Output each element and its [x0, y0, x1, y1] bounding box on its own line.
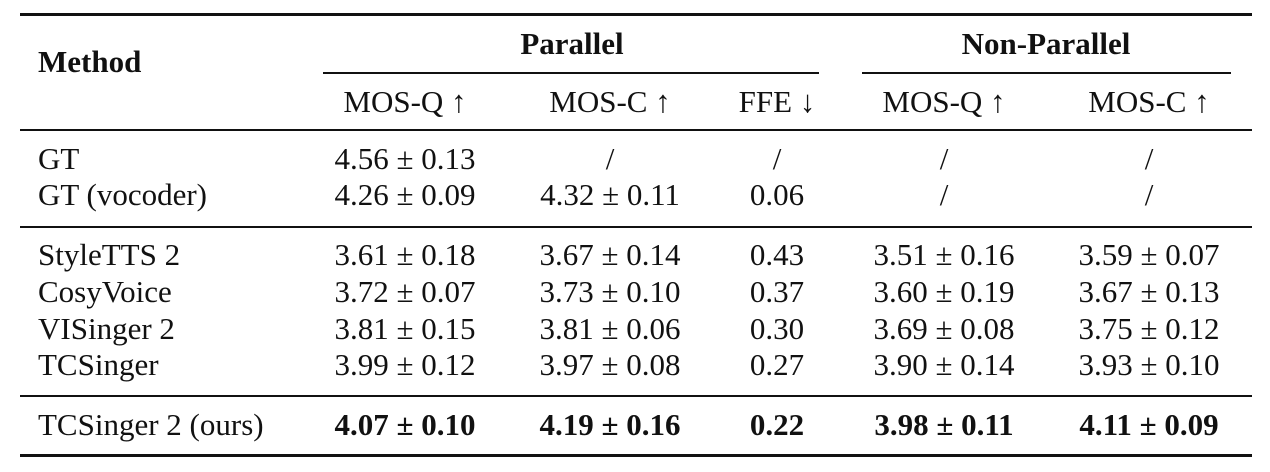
table-cell: 3.61 ± 0.18 [334, 237, 476, 272]
table-cell: 4.07 ± 0.10 [334, 407, 476, 442]
table-cell: 0.37 [749, 274, 805, 309]
col-header-mos-q-parallel: MOS-Q ↑ [343, 84, 467, 119]
method-header: Method [38, 44, 142, 79]
nonparallel-group-header: Non-Parallel [961, 26, 1131, 61]
table-cell: 0.30 [749, 311, 805, 346]
col-header-mos-c-parallel: MOS-C ↑ [549, 84, 671, 119]
table-cell: 3.60 ± 0.19 [873, 274, 1015, 309]
nonparallel-group-rule [862, 72, 1231, 74]
table-cell: 3.98 ± 0.11 [874, 407, 1014, 442]
table-cell: / [939, 177, 949, 212]
row-method: CosyVoice [38, 274, 172, 309]
table-cell: 0.06 [749, 177, 805, 212]
table-cell: / [1144, 177, 1154, 212]
table-cell: 3.67 ± 0.14 [539, 237, 681, 272]
table-cell: 0.22 [749, 407, 805, 442]
table-cell: 3.51 ± 0.16 [873, 237, 1015, 272]
bottom-rule [20, 454, 1252, 457]
table-cell: 3.81 ± 0.15 [334, 311, 476, 346]
top-rule [20, 13, 1252, 16]
table-cell: / [605, 141, 615, 176]
table-cell: 3.69 ± 0.08 [873, 311, 1015, 346]
table-cell: 3.73 ± 0.10 [539, 274, 681, 309]
table-cell: 4.26 ± 0.09 [334, 177, 476, 212]
table-cell: 3.90 ± 0.14 [873, 347, 1015, 382]
section-rule-1 [20, 226, 1252, 228]
row-method: StyleTTS 2 [38, 237, 181, 272]
col-header-mos-c-nonparallel: MOS-C ↑ [1088, 84, 1210, 119]
row-method: TCSinger [38, 347, 159, 382]
parallel-group-header: Parallel [520, 26, 624, 61]
table-cell: / [939, 141, 949, 176]
table-cell: 3.67 ± 0.13 [1078, 274, 1220, 309]
table-cell: 3.75 ± 0.12 [1078, 311, 1220, 346]
table-cell: / [772, 141, 782, 176]
table-cell: 4.56 ± 0.13 [334, 141, 476, 176]
table-cell: 3.97 ± 0.08 [539, 347, 681, 382]
table-cell: 4.19 ± 0.16 [539, 407, 681, 442]
row-method: GT (vocoder) [38, 177, 208, 212]
table-cell: 3.93 ± 0.10 [1078, 347, 1220, 382]
col-header-mos-q-nonparallel: MOS-Q ↑ [882, 84, 1006, 119]
table-cell: 3.59 ± 0.07 [1078, 237, 1220, 272]
table-cell: 3.72 ± 0.07 [334, 274, 476, 309]
table-cell: 0.27 [749, 347, 805, 382]
table-cell: 4.11 ± 0.09 [1079, 407, 1219, 442]
col-header-ffe: FFE ↓ [738, 84, 816, 119]
table-cell: / [1144, 141, 1154, 176]
table-cell: 4.32 ± 0.11 [540, 177, 680, 212]
row-method: VISinger 2 [38, 311, 175, 346]
header-rule [20, 129, 1252, 131]
section-rule-2 [20, 395, 1252, 397]
parallel-group-rule [323, 72, 819, 74]
row-method: TCSinger 2 (ours) [38, 407, 264, 442]
table-cell: 3.99 ± 0.12 [334, 347, 476, 382]
table-cell: 3.81 ± 0.06 [539, 311, 681, 346]
table-cell: 0.43 [749, 237, 805, 272]
row-method: GT [38, 141, 80, 176]
